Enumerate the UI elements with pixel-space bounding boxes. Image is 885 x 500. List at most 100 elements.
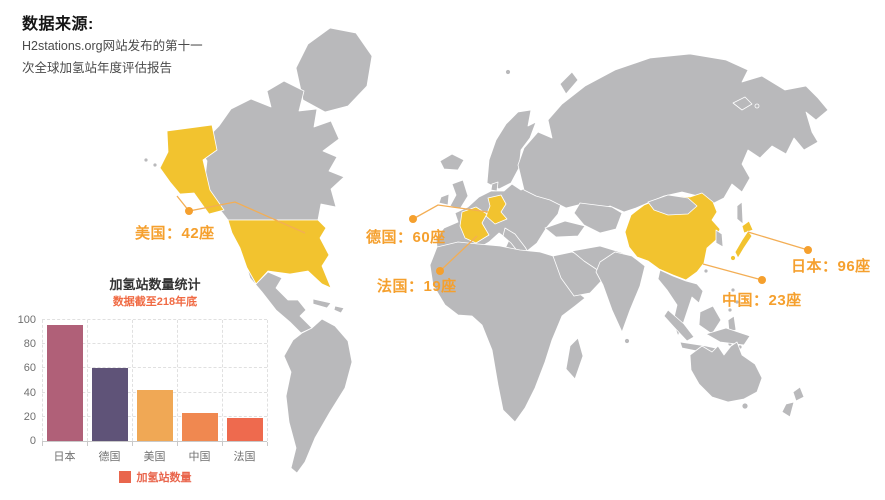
island-novaya-zemlya xyxy=(559,71,579,95)
data-source-line2: 次全球加氢站年度评估报告 xyxy=(22,61,173,75)
island-arctic xyxy=(754,103,760,109)
x-axis-label: 中国 xyxy=(188,451,211,463)
island-taiwan xyxy=(703,268,709,274)
map-label-japan: 日本：96座 xyxy=(791,258,871,275)
map-label-usa: 美国：42座 xyxy=(135,225,215,242)
leader-dot-germany xyxy=(409,215,417,223)
leader-line-china xyxy=(702,263,763,281)
map-label-germany: 德国：60座 xyxy=(366,229,446,246)
data-source-line1: H2stations.org网站发布的第十一 xyxy=(22,39,203,53)
y-axis-tick-label: 60 xyxy=(23,362,36,375)
leader-line-japan xyxy=(747,231,809,251)
x-axis-label: 日本 xyxy=(53,451,76,463)
chart-subtitle: 数据截至218年底 xyxy=(112,296,198,308)
x-axis-label: 法国 xyxy=(233,451,256,463)
x-axis-label: 德国 xyxy=(98,451,121,463)
data-source-block: 数据来源: H2stations.org网站发布的第十一 次全球加氢站年度评估报… xyxy=(22,10,203,78)
x-axis-tick xyxy=(222,442,223,446)
map-label-china: 中国：23座 xyxy=(722,292,802,309)
region-central-asia xyxy=(573,202,623,234)
island-madagascar xyxy=(565,337,584,380)
leader-dot-usa xyxy=(185,207,193,215)
y-axis-tick-label: 80 xyxy=(23,338,36,351)
island-sulawesi xyxy=(727,315,737,333)
island-aleutian xyxy=(152,162,158,168)
country-greenland xyxy=(295,27,373,113)
island-cuba xyxy=(312,298,332,309)
island-new-guinea xyxy=(705,327,751,346)
bar-3[interactable] xyxy=(136,390,173,441)
gridline-h xyxy=(42,367,267,369)
island-philippines xyxy=(734,299,740,305)
country-ireland xyxy=(438,193,450,206)
country-iceland xyxy=(439,153,465,171)
region-south-america xyxy=(283,318,353,474)
gridline-h xyxy=(42,343,267,345)
bar-4[interactable] xyxy=(181,413,218,441)
x-axis-label: 美国 xyxy=(143,451,166,463)
leader-line-germany xyxy=(412,204,489,220)
country-japan-hokkaido[interactable] xyxy=(741,220,754,234)
legend-label: 加氢站数量 xyxy=(136,472,192,484)
gridline-v xyxy=(42,320,43,441)
data-source-heading: 数据来源: xyxy=(22,16,94,33)
leader-dot-japan xyxy=(804,246,812,254)
island-sakhalin xyxy=(736,201,744,225)
island-philippines xyxy=(727,307,733,313)
y-axis-tick-label: 20 xyxy=(23,410,36,423)
region-scandinavia xyxy=(486,109,537,190)
country-japan-kyushu[interactable] xyxy=(730,255,736,261)
map-label-france: 法国：19座 xyxy=(377,278,457,295)
gridline-v xyxy=(222,320,223,441)
country-new-zealand xyxy=(781,401,795,418)
country-uk xyxy=(449,179,469,210)
legend-swatch xyxy=(118,471,131,483)
country-india xyxy=(595,251,646,333)
gridline-v xyxy=(132,320,133,441)
island-hispaniola xyxy=(333,305,345,314)
plot-area xyxy=(42,319,268,442)
x-axis-tick xyxy=(42,442,43,446)
y-axis-tick-label: 0 xyxy=(29,435,36,447)
country-usa[interactable] xyxy=(227,219,332,289)
gridline-v xyxy=(87,320,88,441)
y-axis-tick-label: 40 xyxy=(23,386,36,399)
country-mongolia xyxy=(647,194,698,216)
bar-1[interactable] xyxy=(46,324,83,441)
gridline-v xyxy=(267,320,268,441)
x-axis-tick xyxy=(132,442,133,446)
country-australia xyxy=(689,341,763,403)
island-philippines xyxy=(730,287,736,293)
country-france[interactable] xyxy=(459,206,490,244)
country-turkey xyxy=(544,220,586,238)
chart-title: 加氢站数量统计 xyxy=(109,277,201,292)
leader-dot-france xyxy=(436,267,444,275)
country-russia xyxy=(517,53,829,213)
y-axis-tick-label: 100 xyxy=(17,314,36,326)
country-germany[interactable] xyxy=(485,194,508,225)
x-axis-tick xyxy=(267,442,268,446)
leader-dot-china xyxy=(758,276,766,284)
bar-5[interactable] xyxy=(226,418,263,441)
island-tasmania xyxy=(741,402,749,410)
country-usa-alaska[interactable] xyxy=(159,124,225,215)
island-aleutian xyxy=(143,157,149,163)
leader-line-usa xyxy=(176,195,306,234)
country-japan-honshu[interactable] xyxy=(734,230,753,259)
x-axis-tick xyxy=(177,442,178,446)
island-svalbard xyxy=(505,69,511,75)
region-africa xyxy=(429,241,586,423)
leader-line-france xyxy=(439,235,478,272)
country-new-zealand xyxy=(792,386,805,402)
bar-2[interactable] xyxy=(91,368,128,441)
x-axis-tick xyxy=(87,442,88,446)
island-borneo xyxy=(698,305,722,335)
region-mexico-central-america xyxy=(246,267,313,334)
chart-legend[interactable]: 加氢站数量 xyxy=(0,469,310,485)
country-korea xyxy=(715,229,724,248)
region-southeast-asia xyxy=(657,269,704,337)
island-sumatra xyxy=(663,309,695,342)
gridline-h xyxy=(42,319,267,320)
